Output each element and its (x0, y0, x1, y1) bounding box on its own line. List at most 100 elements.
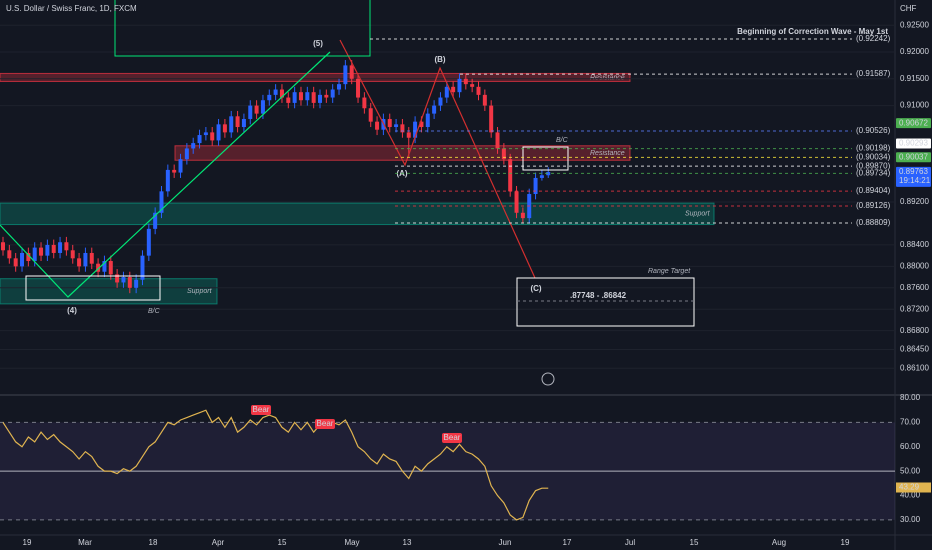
wave-label: (C) (530, 284, 541, 293)
candle-body (495, 132, 500, 149)
candle-body (324, 94, 329, 98)
candle-body (539, 175, 544, 178)
candle-body (39, 247, 44, 256)
y-tick-label: 0.92000 (900, 47, 929, 56)
level-label: (0.90526) (856, 126, 891, 135)
x-tick-label: 19 (841, 538, 850, 547)
candle-body (425, 113, 430, 128)
candle-body (178, 159, 183, 173)
signal-badge (251, 405, 271, 415)
candle-body (279, 89, 284, 98)
candle-body (463, 78, 468, 85)
candle-body (140, 255, 145, 280)
candle-body (197, 135, 202, 144)
signal-label: Bear (317, 419, 334, 428)
x-tick-label: Aug (772, 538, 786, 547)
candle-body (121, 277, 126, 283)
countdown: 19:14:21 (899, 176, 931, 185)
candle-body (318, 94, 322, 103)
level-note: Beginning of Correction Wave - May 1st (737, 27, 888, 36)
candle-body (260, 100, 265, 114)
candle-body (432, 105, 437, 114)
y-tick-label: 0.86450 (900, 345, 929, 354)
wave-label: (5) (313, 39, 323, 48)
x-tick-label: 13 (403, 538, 412, 547)
candle-body (115, 274, 120, 283)
level-label: (0.90034) (856, 152, 891, 161)
candle-body (64, 242, 69, 251)
candle-body (514, 191, 519, 213)
price-tag (896, 166, 931, 187)
price-tag-label: 0.90672 (899, 118, 928, 127)
candle-body (203, 132, 208, 136)
candle-body (13, 258, 18, 267)
candle-body (267, 94, 272, 101)
x-tick-label: 17 (563, 538, 572, 547)
price-tag (896, 138, 931, 149)
candle-body (96, 263, 101, 272)
level-label: (0.89404) (856, 186, 891, 195)
range-title: Range Target (648, 268, 691, 275)
signal-label: Bear (253, 405, 270, 414)
candle-body (216, 124, 221, 141)
rsi-tag (896, 482, 931, 493)
y-tick-label: 0.87200 (900, 304, 929, 313)
candle-body (134, 279, 139, 288)
x-tick-label: Jul (625, 538, 635, 547)
price-tag (896, 118, 931, 129)
candle-body (165, 169, 170, 192)
candle-body (254, 105, 259, 114)
currency-label: CHF (900, 4, 917, 13)
zone (0, 202, 715, 226)
candle-body (248, 105, 253, 119)
candle-body (51, 244, 56, 253)
signal-badge (315, 419, 335, 429)
candle-body (330, 89, 335, 98)
y-tick-label: 0.91000 (900, 101, 929, 110)
candle-body (501, 148, 506, 160)
zone (0, 72, 631, 82)
candle-body (58, 242, 63, 253)
level-label: (0.89126) (856, 201, 891, 210)
candle-body (489, 105, 494, 133)
x-tick-label: 19 (23, 538, 32, 547)
candle-body (7, 250, 12, 259)
candle-body (520, 212, 525, 219)
y-tick-label: 0.87600 (900, 283, 929, 292)
pattern-box (522, 146, 569, 171)
x-tick-label: Apr (212, 538, 225, 547)
range-text: .87748 - .86842 (570, 291, 627, 300)
x-tick-label: 18 (149, 538, 158, 547)
level-label: (0.91587) (856, 69, 891, 78)
level-label: (0.92242) (856, 34, 891, 43)
candle-body (102, 261, 107, 272)
candle-body (362, 97, 367, 109)
candle-body (451, 86, 456, 93)
candle-body (286, 97, 291, 103)
zone-label: Support (685, 211, 711, 218)
y-tick-label: 0.86100 (900, 363, 929, 372)
candle-body (343, 65, 348, 85)
candle-body (470, 84, 475, 87)
candle-body (210, 132, 215, 141)
candle-body (368, 108, 373, 122)
candle-body (482, 94, 487, 106)
rsi-tick-label: 60.00 (900, 442, 921, 451)
price-tag-label: 0.89763 (899, 167, 928, 176)
y-tick-label: 0.88000 (900, 261, 929, 270)
y-tick-label: 0.92500 (900, 20, 929, 29)
candle-body (546, 172, 551, 176)
x-tick-label: 15 (690, 538, 699, 547)
rsi-tick-label: 30.00 (900, 515, 921, 524)
candle-body (153, 212, 158, 229)
candle-body (356, 78, 361, 98)
candle-body (311, 92, 316, 103)
zone-label: Resistance (590, 74, 625, 81)
candle-body (533, 177, 538, 195)
x-tick-label: Jun (499, 538, 512, 547)
price-tag-label: 0.90037 (899, 152, 928, 161)
candle-body (387, 118, 392, 128)
candle-body (127, 277, 132, 288)
icon (541, 372, 555, 386)
